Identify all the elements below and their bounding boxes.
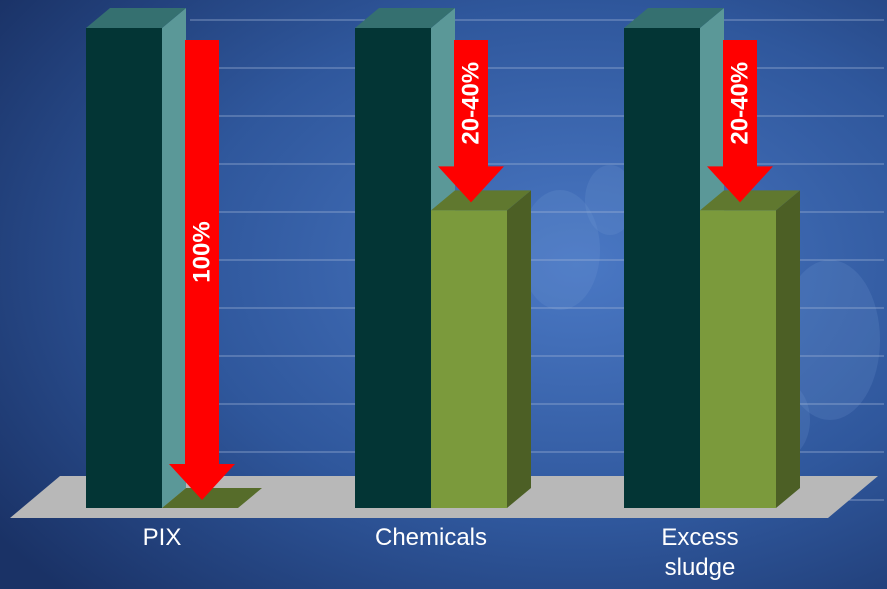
category-label: Chemicals: [375, 524, 487, 551]
reduction-label: 20-40%: [727, 62, 754, 145]
arrow-shape: [438, 40, 504, 203]
bar-before-0-side: [162, 8, 186, 508]
category-label: Excess sludge: [661, 524, 738, 581]
reduction-arrow-2: 20-40%: [707, 40, 773, 203]
texture-blob: [520, 190, 600, 310]
reduction-label: 20-40%: [458, 62, 485, 145]
bar-before-0-top: [86, 8, 186, 28]
bar-after-0: [162, 488, 262, 508]
reduction-arrow-1: 20-40%: [438, 40, 504, 203]
labels-layer: PIX Chemicals Excess sludge: [143, 524, 739, 581]
reduction-arrow-0: 100%: [169, 40, 235, 500]
bar-after-1-side: [507, 190, 531, 508]
bar-before-1-front: [355, 28, 431, 508]
bar-after-1-top: [431, 190, 531, 211]
bar-after-2: [700, 190, 800, 508]
arrow-shape: [707, 40, 773, 203]
bar-before-2-top: [624, 8, 724, 28]
category-label: PIX: [143, 524, 182, 551]
bars-layer: [86, 8, 800, 508]
bar-after-1-front: [431, 210, 507, 508]
bar-after-1: [431, 190, 531, 508]
reduction-label: 100%: [189, 221, 216, 282]
bar-before-2-front: [624, 28, 700, 508]
bar-after-0-top: [162, 488, 262, 508]
bar-before-0: [86, 8, 186, 508]
bar-after-2-top: [700, 190, 800, 211]
arrows-layer: 100% 20-40% 20-40%: [169, 40, 773, 500]
texture-blob: [780, 260, 880, 420]
bar-after-2-side: [776, 190, 800, 508]
bar-after-2-front: [700, 210, 776, 508]
bar-before-0-front: [86, 28, 162, 508]
texture-blob: [585, 165, 635, 235]
arrow-shape: [169, 40, 235, 500]
bar-before-1-top: [355, 8, 455, 28]
